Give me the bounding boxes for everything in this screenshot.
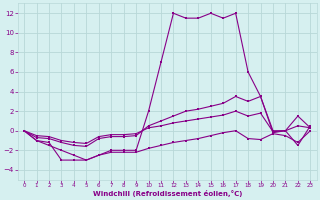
X-axis label: Windchill (Refroidissement éolien,°C): Windchill (Refroidissement éolien,°C) (92, 190, 242, 197)
